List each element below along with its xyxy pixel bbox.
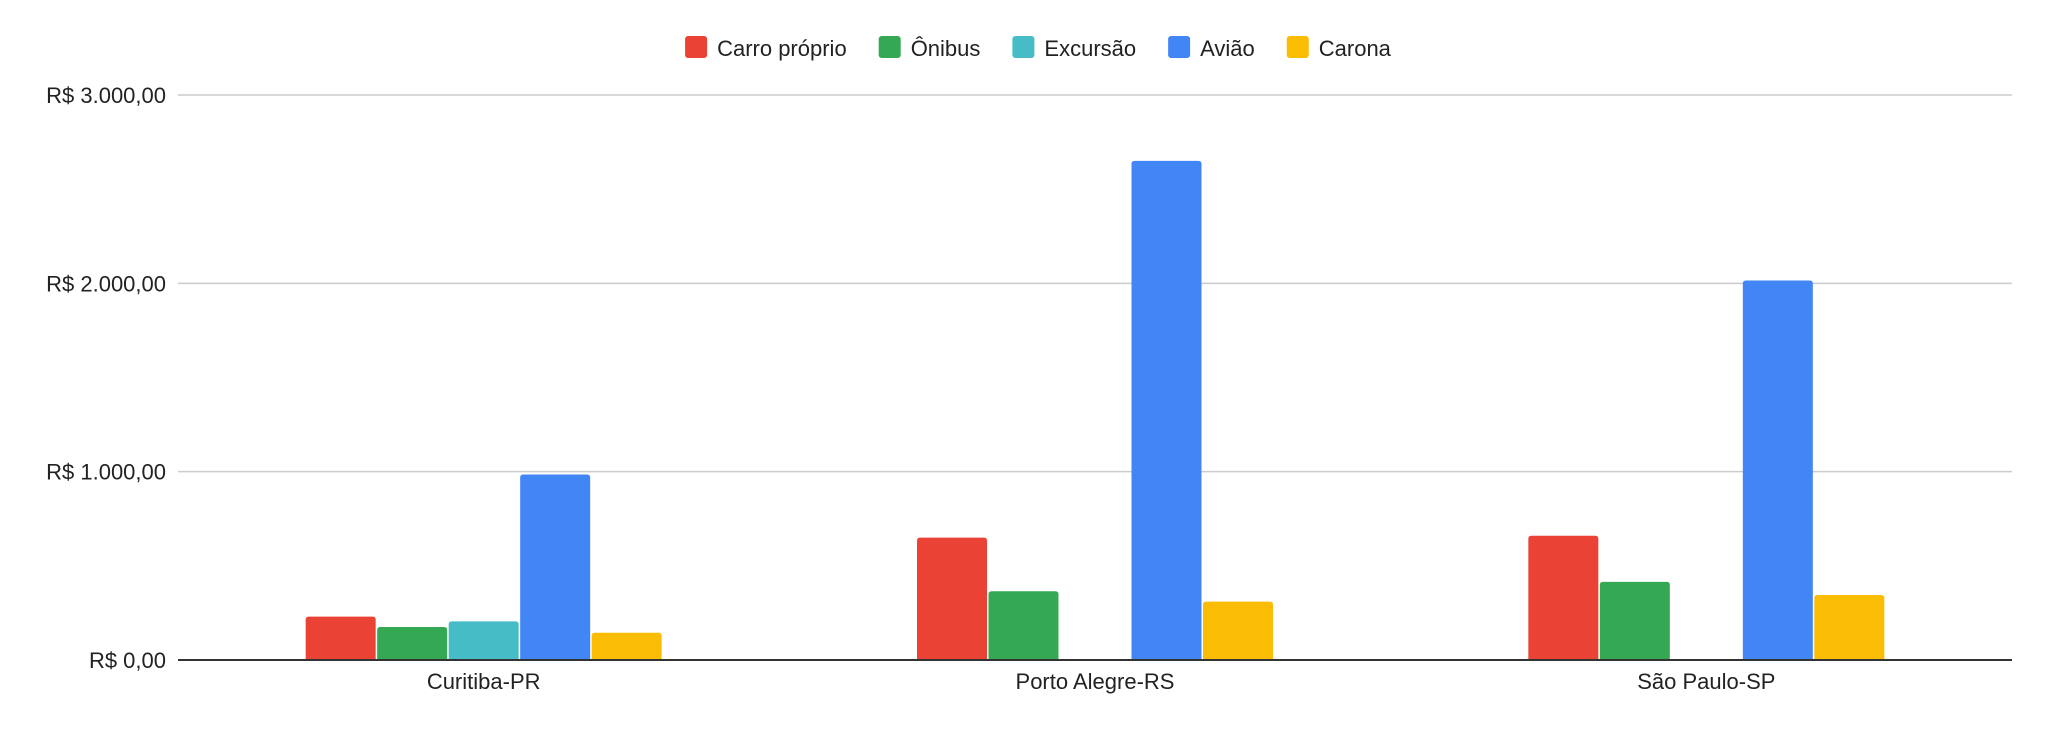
bar-excurs-o-curitiba-pr bbox=[448, 621, 519, 660]
legend-swatch bbox=[1168, 36, 1191, 58]
bar-avi-o-curitiba-pr bbox=[520, 474, 591, 660]
y-tick-label: R$ 3.000,00 bbox=[46, 83, 166, 108]
legend-swatch bbox=[1286, 36, 1309, 58]
y-tick-label: R$ 0,00 bbox=[89, 648, 166, 673]
x-tick-label: Curitiba-PR bbox=[427, 669, 541, 694]
bar-avi-o-porto-alegre-rs bbox=[1131, 160, 1202, 660]
legend-swatch bbox=[878, 36, 901, 58]
x-axis: Curitiba-PR Porto Alegre-RS São Paulo-SP bbox=[427, 669, 1776, 694]
bar-carro-pr-prio-porto-alegre-rs bbox=[917, 537, 987, 660]
bar-carona-porto-alegre-rs bbox=[1203, 601, 1273, 660]
legend-swatch bbox=[685, 36, 708, 58]
bar-carro-pr-prio-curitiba-pr bbox=[305, 616, 376, 660]
legend-label: Avião bbox=[1200, 36, 1255, 61]
bar--nibus-porto-alegre-rs bbox=[988, 591, 1059, 660]
y-tick-label: R$ 1.000,00 bbox=[46, 460, 166, 485]
legend-label: Ônibus bbox=[911, 36, 981, 61]
legend-label: Carona bbox=[1319, 36, 1392, 61]
bar--nibus-curitiba-pr bbox=[377, 627, 448, 660]
legend-swatch bbox=[1012, 36, 1035, 58]
x-tick-label: São Paulo-SP bbox=[1637, 669, 1775, 694]
bars bbox=[305, 160, 1885, 660]
y-tick-label: R$ 2.000,00 bbox=[46, 271, 166, 296]
legend: Carro próprio Ônibus Excursão Avião Carona bbox=[685, 36, 1392, 61]
legend-label: Carro próprio bbox=[717, 36, 847, 61]
bar-carona-curitiba-pr bbox=[591, 632, 662, 660]
legend-label: Excursão bbox=[1044, 36, 1136, 61]
bar-carona-s-o-paulo-sp bbox=[1814, 595, 1885, 660]
x-tick-label: Porto Alegre-RS bbox=[1016, 669, 1175, 694]
bar-avi-o-s-o-paulo-sp bbox=[1742, 280, 1813, 660]
bar-carro-pr-prio-s-o-paulo-sp bbox=[1528, 535, 1599, 660]
bar--nibus-s-o-paulo-sp bbox=[1599, 581, 1670, 660]
y-axis: R$ 0,00 R$ 1.000,00 R$ 2.000,00 R$ 3.000,00 bbox=[46, 83, 166, 673]
gridlines bbox=[178, 94, 2012, 473]
